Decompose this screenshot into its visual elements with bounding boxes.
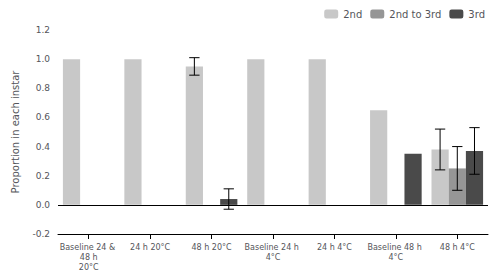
svg-text:0.2: 0.2: [36, 171, 50, 181]
svg-text:1.0: 1.0: [36, 54, 51, 64]
svg-text:0.8: 0.8: [36, 83, 51, 93]
svg-text:4°C: 4°C: [266, 253, 281, 262]
svg-text:Proportion in each instar: Proportion in each instar: [10, 70, 21, 194]
svg-text:48 h 4°C: 48 h 4°C: [440, 243, 475, 252]
svg-text:0.4: 0.4: [36, 142, 51, 152]
svg-text:48 h 20°C: 48 h 20°C: [192, 243, 233, 252]
svg-text:0.0: 0.0: [36, 200, 51, 210]
svg-text:48 h: 48 h: [80, 253, 98, 262]
svg-text:2nd to 3rd: 2nd to 3rd: [389, 9, 441, 20]
svg-text:-0.2: -0.2: [32, 229, 50, 239]
svg-text:24 h 20°C: 24 h 20°C: [130, 243, 171, 252]
svg-text:20°C: 20°C: [79, 263, 99, 272]
svg-text:0.6: 0.6: [36, 112, 51, 122]
svg-text:Baseline 24 h: Baseline 24 h: [245, 243, 302, 252]
svg-text:Baseline 48 h: Baseline 48 h: [367, 243, 424, 252]
svg-text:24 h 4°C: 24 h 4°C: [317, 243, 352, 252]
svg-text:2nd: 2nd: [343, 9, 362, 20]
svg-text:4°C: 4°C: [389, 253, 404, 262]
svg-text:1.2: 1.2: [36, 25, 50, 35]
svg-text:Baseline 24 &: Baseline 24 &: [60, 243, 118, 252]
svg-text:3rd: 3rd: [468, 9, 485, 20]
